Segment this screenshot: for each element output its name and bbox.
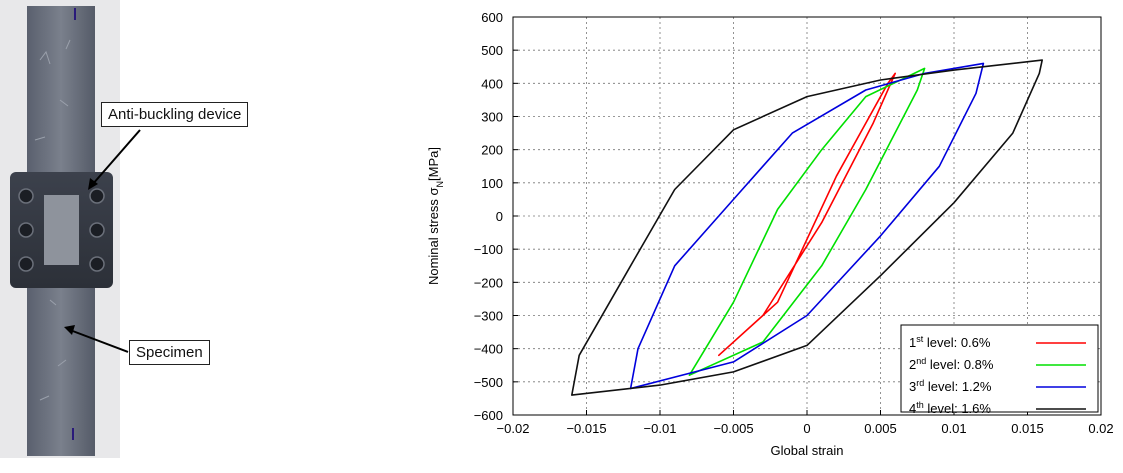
- series-layer: [571, 59, 1043, 396]
- y-tick-label: 0: [496, 209, 503, 224]
- y-tick-label: 100: [481, 176, 503, 191]
- legend-label: 3rd level: 1.2%: [909, 378, 992, 394]
- y-tick-label: −600: [474, 408, 503, 423]
- y-tick-label: −400: [474, 342, 503, 357]
- x-tick-label: −0.015: [566, 421, 606, 436]
- series-line: [571, 59, 1043, 396]
- x-axis-label: Global strain: [771, 443, 844, 458]
- x-tick-label: 0: [803, 421, 810, 436]
- y-tick-label: 300: [481, 110, 503, 125]
- x-tick-label: −0.01: [644, 421, 677, 436]
- x-tick-label: 0.02: [1088, 421, 1113, 436]
- callout-specimen: Specimen: [129, 340, 210, 365]
- legend: 1st level: 0.6% 2nd level: 0.8% 3rd level:…: [900, 324, 1099, 416]
- y-axis-label: Nominal stress σN[MPa]: [426, 147, 445, 285]
- series-line: [688, 67, 926, 376]
- legend-label: 2nd level: 0.8%: [909, 356, 994, 372]
- y-tick-label: 500: [481, 43, 503, 58]
- x-tick-label: 0.015: [1011, 421, 1044, 436]
- series-line: [629, 62, 985, 390]
- callout-anti-buckling-device: Anti-buckling device: [101, 102, 249, 127]
- legend-label: 1st level: 0.6%: [909, 334, 991, 350]
- x-tick-label: 0.01: [941, 421, 966, 436]
- y-tick-label: 200: [481, 143, 503, 158]
- y-tick-label: −500: [474, 375, 503, 390]
- y-tick-label: −300: [474, 309, 503, 324]
- block-bolts: [18, 188, 105, 272]
- callout-arrow-specimen: [69, 329, 129, 353]
- x-tick-label: −0.005: [713, 421, 753, 436]
- series-line: [718, 72, 896, 357]
- hysteresis-chart: −0.02 −0.015 −0.01 −0.005 0 0.005 0.01 0.015 0.0…: [426, 10, 1114, 458]
- y-tick-label: −200: [474, 275, 503, 290]
- y-tick-label: 600: [481, 10, 503, 25]
- x-tick-label: 0.005: [864, 421, 897, 436]
- legend-label: 4th level: 1.6%: [909, 400, 991, 416]
- specimen-photo: [0, 0, 141, 458]
- specimen-photo-panel: Anti-buckling device Specimen: [0, 0, 320, 468]
- legend-box: [900, 324, 1099, 413]
- block-window: [44, 195, 79, 265]
- hysteresis-chart-panel: −0.02 −0.015 −0.01 −0.005 0 0.005 0.01 0.015 0.0…: [400, 0, 1123, 468]
- y-tick-label: 400: [481, 76, 503, 91]
- y-tick-label: −100: [474, 242, 503, 257]
- x-tick-label: −0.02: [497, 421, 530, 436]
- callout-arrow-device: [91, 129, 141, 186]
- tick-labels: −0.02 −0.015 −0.01 −0.005 0 0.005 0.01 0.015 0.0…: [474, 10, 1114, 436]
